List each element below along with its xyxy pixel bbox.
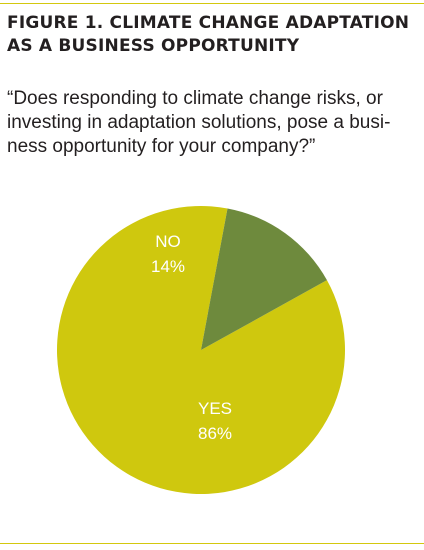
survey-question: “Does responding to climate change risks… (7, 88, 391, 157)
figure-title: FIGURE 1. CLIMATE CHANGE ADAPTATION AS A… (7, 13, 410, 56)
slice-label-yes: YES 86% (198, 399, 232, 443)
top-rule (0, 3, 424, 4)
bottom-rule (0, 543, 424, 544)
pie-slice-yes (57, 206, 346, 495)
yes-category-label: YES (198, 399, 232, 418)
pie-chart: YES 86% NO 14% (57, 206, 346, 495)
pie-slices (57, 206, 346, 495)
slice-label-no: NO 14% (151, 232, 185, 276)
yes-value-label: 86% (198, 424, 232, 443)
no-value-label: 14% (151, 257, 185, 276)
no-category-label: NO (155, 232, 181, 251)
pie-slice-no (201, 208, 327, 350)
